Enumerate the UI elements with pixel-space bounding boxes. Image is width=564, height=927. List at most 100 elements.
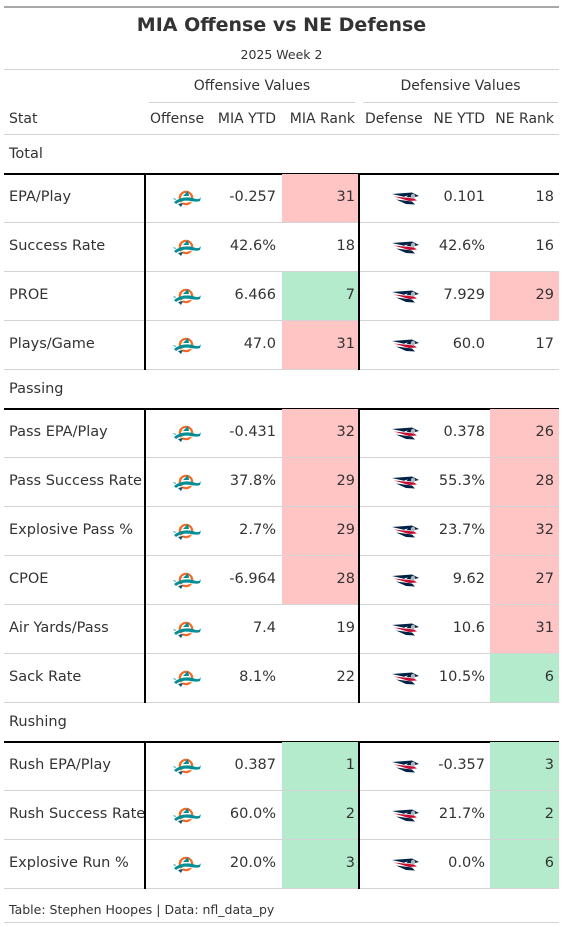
- row-rule: [4, 457, 559, 458]
- mia-ytd-cell: 0.387: [234, 757, 276, 773]
- row-rule: [4, 839, 559, 840]
- patriots-logo-icon: [391, 857, 421, 877]
- ne-rank-cell: 17: [535, 336, 554, 352]
- row-rule: [4, 555, 559, 556]
- group-rule: [4, 173, 559, 175]
- dolphins-logo-icon: [172, 618, 202, 644]
- ne-ytd-cell: 10.5%: [438, 669, 485, 685]
- mia-rank-cell: 19: [336, 620, 355, 636]
- mia-rank-highlight: [282, 272, 358, 320]
- dolphins-logo-icon: [172, 187, 202, 213]
- mia-rank-cell: 32: [336, 424, 355, 440]
- ne-rank-highlight: [490, 272, 559, 320]
- offense-separator: [144, 742, 146, 889]
- ne-rank-cell: 18: [535, 189, 554, 205]
- row-stat-label: Air Yards/Pass: [9, 620, 109, 636]
- mia-rank-cell: 7: [345, 287, 355, 303]
- col-header-ne-ytd: NE YTD: [433, 111, 485, 127]
- patriots-logo-icon: [391, 573, 421, 593]
- row-stat-label: Success Rate: [9, 238, 106, 254]
- row-rule: [4, 790, 559, 791]
- patriots-logo-icon: [391, 808, 421, 828]
- row-rule: [4, 702, 559, 703]
- row-rule: [4, 604, 559, 605]
- ne-rank-highlight: [490, 791, 559, 839]
- dolphins-logo-icon: [172, 853, 202, 879]
- spanner-defensive-rule: [363, 102, 558, 103]
- dolphins-logo-icon: [172, 334, 202, 360]
- col-header-offense: Offense: [150, 111, 205, 127]
- dolphins-logo-icon: [172, 569, 202, 595]
- ne-rank-cell: 6: [544, 855, 554, 871]
- ne-rank-cell: 6: [544, 669, 554, 685]
- dolphins-logo-icon: [172, 520, 202, 546]
- mia-rank-highlight: [282, 507, 358, 555]
- ne-ytd-cell: 0.378: [443, 424, 485, 440]
- mia-rank-cell: 3: [345, 855, 355, 871]
- mia-ytd-cell: 37.8%: [229, 473, 276, 489]
- mia-rank-highlight: [282, 409, 358, 457]
- table-subtitle: 2025 Week 2: [240, 47, 323, 62]
- mia-ytd-cell: -0.431: [229, 424, 276, 440]
- ne-rank-highlight: [490, 556, 559, 604]
- row-stat-label: PROE: [9, 287, 49, 303]
- ne-ytd-cell: -0.357: [438, 757, 485, 773]
- dolphins-logo-icon: [172, 667, 202, 693]
- ne-ytd-cell: 0.0%: [448, 855, 485, 871]
- col-header-ne-rank: NE Rank: [495, 111, 554, 127]
- ne-rank-highlight: [490, 605, 559, 653]
- patriots-logo-icon: [391, 759, 421, 779]
- ne-rank-highlight: [490, 742, 559, 790]
- row-stat-label: Pass Success Rate: [9, 473, 142, 489]
- mia-ytd-cell: -0.257: [229, 189, 276, 205]
- spanner-offensive-rule: [149, 102, 355, 103]
- spanner-defensive: Defensive Values: [400, 78, 521, 94]
- dolphins-logo-icon: [172, 236, 202, 262]
- ne-rank-cell: 3: [544, 757, 554, 773]
- ne-rank-highlight: [490, 654, 559, 702]
- defense-separator: [358, 409, 360, 703]
- ne-ytd-cell: 60.0: [452, 336, 485, 352]
- mia-ytd-cell: -6.964: [229, 571, 276, 587]
- col-header-mia-rank: MIA Rank: [289, 111, 355, 127]
- mia-rank-highlight: [282, 791, 358, 839]
- mia-rank-cell: 31: [336, 336, 355, 352]
- patriots-logo-icon: [391, 240, 421, 260]
- ne-ytd-cell: 55.3%: [438, 473, 485, 489]
- mia-ytd-cell: 6.466: [234, 287, 276, 303]
- ne-rank-highlight: [490, 840, 559, 888]
- patriots-logo-icon: [391, 671, 421, 691]
- mia-rank-highlight: [282, 458, 358, 506]
- mia-rank-cell: 18: [336, 238, 355, 254]
- mia-rank-cell: 28: [336, 571, 355, 587]
- col-header-stat: Stat: [9, 111, 38, 127]
- col-header-defense: Defense: [365, 111, 423, 127]
- group-label: Rushing: [9, 714, 67, 730]
- mia-ytd-cell: 8.1%: [239, 669, 276, 685]
- row-rule: [4, 222, 559, 223]
- row-stat-label: Pass EPA/Play: [9, 424, 108, 440]
- ne-rank-cell: 26: [535, 424, 554, 440]
- group-label: Total: [9, 146, 43, 162]
- defense-separator: [358, 742, 360, 889]
- ne-ytd-cell: 21.7%: [438, 806, 485, 822]
- mia-rank-cell: 31: [336, 189, 355, 205]
- ne-rank-highlight: [490, 458, 559, 506]
- ne-rank-cell: 32: [535, 522, 554, 538]
- patriots-logo-icon: [391, 338, 421, 358]
- bottom-rule: [4, 922, 559, 923]
- patriots-logo-icon: [391, 191, 421, 211]
- mia-ytd-cell: 47.0: [243, 336, 276, 352]
- row-stat-label: CPOE: [9, 571, 49, 587]
- row-stat-label: Plays/Game: [9, 336, 95, 352]
- table-title: MIA Offense vs NE Defense: [136, 14, 427, 36]
- mia-rank-highlight: [282, 556, 358, 604]
- ne-rank-cell: 31: [535, 620, 554, 636]
- dolphins-logo-icon: [172, 422, 202, 448]
- mia-rank-cell: 29: [336, 522, 355, 538]
- ne-ytd-cell: 9.62: [452, 571, 485, 587]
- ne-rank-highlight: [490, 409, 559, 457]
- mia-ytd-cell: 60.0%: [229, 806, 276, 822]
- ne-ytd-cell: 10.6: [452, 620, 485, 636]
- dolphins-logo-icon: [172, 471, 202, 497]
